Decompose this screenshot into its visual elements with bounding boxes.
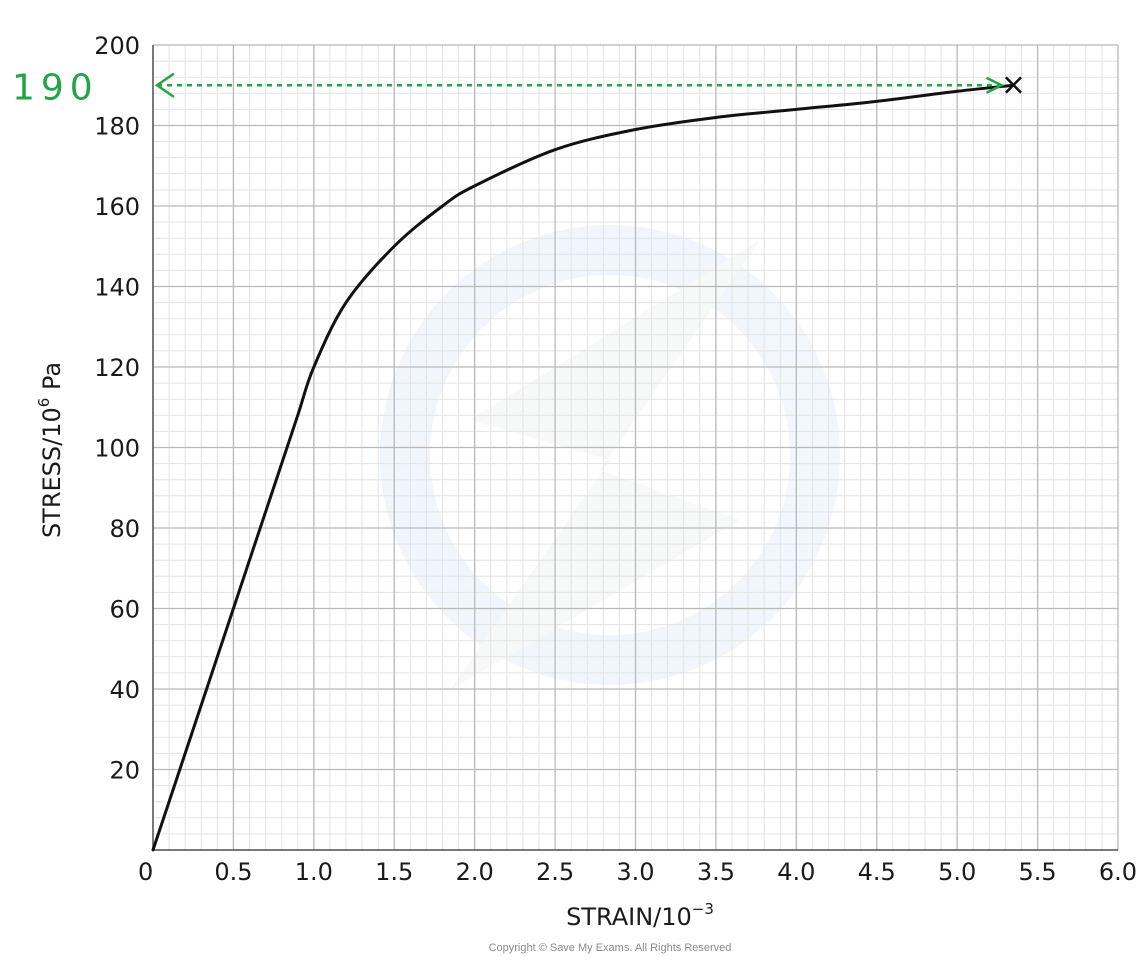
x-tick-label: 4.0 [777,858,815,886]
annotation-group: × 190 [12,67,1026,108]
x-tick-label: 1.5 [375,858,413,886]
series-group [151,83,1015,852]
annotation-value-label: 190 [12,67,99,108]
tick-labels: 0.5 1.0 1.5 2.0 2.5 3.0 3.5 4.0 4.5 5.0 5.5 6.0 20 40… [94,32,1137,886]
copyright-notice: Copyright © Save My Exams. All Rights Re… [489,942,732,954]
x-tick-label: 2.5 [536,858,574,886]
y-tick-label: 180 [94,113,140,141]
x-tick-label: 3.0 [616,858,654,886]
y-tick-label: 80 [109,515,140,543]
x-tick-label: 6.0 [1099,858,1137,886]
x-axis-title: STRAIN/10−3 [566,900,714,931]
y-tick-label: 140 [94,274,140,302]
y-axis-title: STRESS/106 Pa [35,362,66,538]
x-tick-label: 5.0 [938,858,976,886]
x-axis-title-exponent: −3 [692,900,714,918]
y-tick-label: 60 [109,596,140,624]
y-axis-title-exponent: 6 [35,398,53,408]
watermark-logo [380,225,840,690]
origin-label: 0 [138,858,153,886]
y-tick-label: 100 [94,435,140,463]
stress-strain-curve [151,83,1015,852]
y-tick-label: 160 [94,193,140,221]
y-axis-title-unit: Pa [38,362,66,398]
x-tick-label: 4.5 [858,858,896,886]
axes [152,45,1118,851]
annotation-arrowhead-left [154,73,175,98]
y-axis-title-text: STRESS/10 [38,407,66,538]
x-axis-title-text: STRAIN/10 [566,903,692,931]
x-tick-label: 2.0 [456,858,494,886]
annotation-arrowhead-right [986,77,1005,94]
y-tick-label: 20 [109,757,140,785]
y-tick-label: 200 [94,32,140,60]
x-tick-label: 5.5 [1018,858,1056,886]
fracture-point-marker: × [1001,67,1026,102]
y-tick-label: 40 [109,676,140,704]
x-tick-label: 3.5 [697,858,735,886]
x-tick-label: 0.5 [214,858,252,886]
y-tick-label: 120 [94,354,140,382]
x-tick-label: 1.0 [295,858,333,886]
